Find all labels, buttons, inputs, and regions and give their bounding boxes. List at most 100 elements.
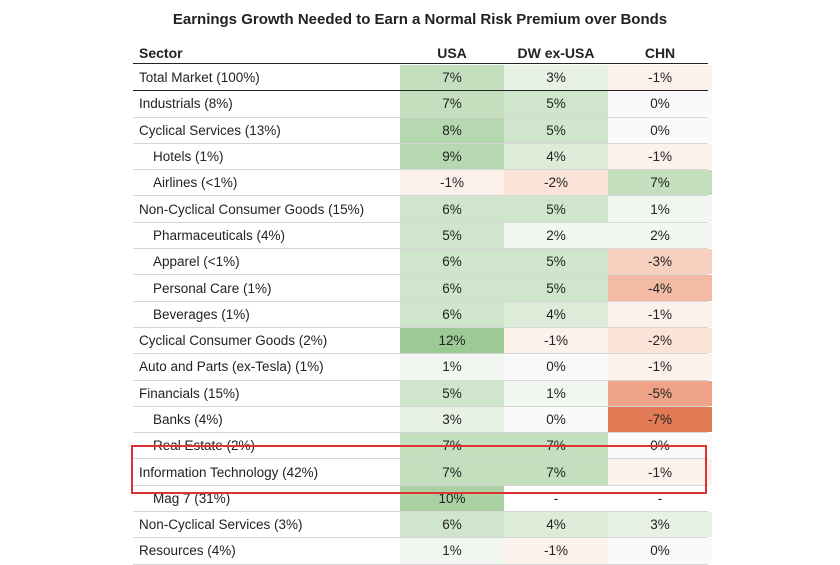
dw-ex-usa-value: - [504,485,608,512]
table-row: Airlines (<1%) -1% -2% 7% [133,170,712,197]
sector-label: Total Market (100%) [139,70,260,86]
usa-value: 3% [400,406,504,433]
usa-value: 9% [400,143,504,170]
sector-label: Non-Cyclical Consumer Goods (15%) [139,201,365,217]
sector-label: Cyclical Services (13%) [139,122,281,138]
sector-label: Auto and Parts (ex-Tesla) (1%) [139,359,324,375]
table-row: Non-Cyclical Services (3%) 6% 4% 3% [133,512,712,539]
sector-label: Financials (15%) [139,385,240,401]
chn-value: - [608,485,712,512]
sector-label: Hotels (1%) [153,149,224,165]
usa-value: 10% [400,485,504,512]
dw-ex-usa-value: 4% [504,301,608,327]
chn-value: 0% [608,91,712,117]
table-row: Beverages (1%) 6% 4% -1% [133,301,712,328]
sector-label: Airlines (<1%) [153,175,238,191]
usa-value: 6% [400,301,504,327]
dw-ex-usa-value: 7% [504,459,608,485]
usa-value: 6% [400,275,504,301]
usa-value: 8% [400,117,504,143]
chn-value: -1% [608,301,712,327]
dw-ex-usa-value: 4% [504,143,608,170]
table-row: Banks (4%) 3% 0% -7% [133,406,712,434]
table-row: Apparel (<1%) 6% 5% -3% [133,249,712,276]
table-row: Real Estate (2%) 7% 7% 0% [133,433,712,460]
usa-value: 7% [400,91,504,117]
usa-value: 7% [400,433,504,459]
chn-value: 0% [608,117,712,143]
dw-ex-usa-value: 5% [504,275,608,301]
table-header: Sector USA DW ex-USA CHN [133,43,708,64]
chn-value: -4% [608,275,712,301]
usa-value: 7% [400,65,504,91]
usa-value: 7% [400,459,504,485]
dw-ex-usa-value: 4% [504,512,608,538]
usa-value: 5% [400,222,504,249]
sector-label: Cyclical Consumer Goods (2%) [139,333,328,349]
header-sector: Sector [139,45,183,61]
chn-value: -5% [608,380,712,406]
sector-label: Real Estate (2%) [153,438,256,454]
chn-value: 0% [608,433,712,459]
table-row: Non-Cyclical Consumer Goods (15%) 6% 5% 1% [133,196,712,223]
dw-ex-usa-value: 0% [504,406,608,433]
table-body: Total Market (100%) 7% 3% -1% Industrials (8… [133,65,712,565]
usa-value: 1% [400,354,504,380]
chn-value: 0% [608,538,712,564]
table-row: Industrials (8%) 7% 5% 0% [133,91,712,118]
sector-label: Industrials (8%) [139,96,233,112]
usa-value: 6% [400,512,504,538]
table-row: Pharmaceuticals (4%) 5% 2% 2% [133,222,712,250]
dw-ex-usa-value: 2% [504,222,608,249]
sector-label: Information Technology (42%) [139,464,319,480]
page-title: Earnings Growth Needed to Earn a Normal … [172,11,668,28]
header-dw-ex-usa: DW ex-USA [517,45,595,61]
table-row: Total Market (100%) 7% 3% -1% [133,65,712,92]
header-chn: CHN [644,45,676,61]
dw-ex-usa-value: 5% [504,91,608,117]
usa-value: 12% [400,327,504,354]
table-row: Personal Care (1%) 6% 5% -4% [133,275,712,302]
chn-value: -1% [608,143,712,170]
sector-label: Banks (4%) [153,412,223,427]
table-row: Resources (4%) 1% -1% 0% [133,538,712,565]
dw-ex-usa-value: 3% [504,65,608,91]
sector-label: Mag 7 (31%) [153,490,231,506]
table-row: Hotels (1%) 9% 4% -1% [133,143,712,171]
usa-value: 6% [400,196,504,222]
sector-label: Personal Care (1%) [153,280,272,296]
dw-ex-usa-value: -1% [504,538,608,564]
dw-ex-usa-value: 1% [504,380,608,406]
chn-value: -1% [608,459,712,485]
chn-value: -3% [608,249,712,275]
dw-ex-usa-value: -2% [504,170,608,196]
table-row: Information Technology (42%) 7% 7% -1% [133,459,712,486]
chn-value: -2% [608,327,712,354]
chn-value: 1% [608,196,712,222]
chn-value: -7% [608,406,712,433]
dw-ex-usa-value: 5% [504,117,608,143]
chn-value: 3% [608,512,712,538]
sector-label: Pharmaceuticals (4%) [153,227,286,243]
dw-ex-usa-value: 5% [504,249,608,275]
sector-label: Non-Cyclical Services (3%) [139,517,303,533]
table-row: Financials (15%) 5% 1% -5% [133,380,712,407]
table-row: Mag 7 (31%) 10% - - [133,485,712,513]
table-row: Cyclical Consumer Goods (2%) 12% -1% -2% [133,327,712,355]
sector-label: Resources (4%) [139,543,236,559]
usa-value: 1% [400,538,504,564]
dw-ex-usa-value: -1% [504,327,608,354]
sector-label: Beverages (1%) [153,306,250,322]
usa-value: 5% [400,380,504,406]
chn-value: 7% [608,170,712,196]
dw-ex-usa-value: 7% [504,433,608,459]
chn-value: -1% [608,354,712,380]
usa-value: -1% [400,170,504,196]
sector-label: Apparel (<1%) [153,254,240,270]
table-row: Auto and Parts (ex-Tesla) (1%) 1% 0% -1% [133,354,712,381]
chn-value: 2% [608,222,712,249]
usa-value: 6% [400,249,504,275]
dw-ex-usa-value: 0% [504,354,608,380]
chn-value: -1% [608,65,712,91]
header-usa: USA [437,45,467,61]
